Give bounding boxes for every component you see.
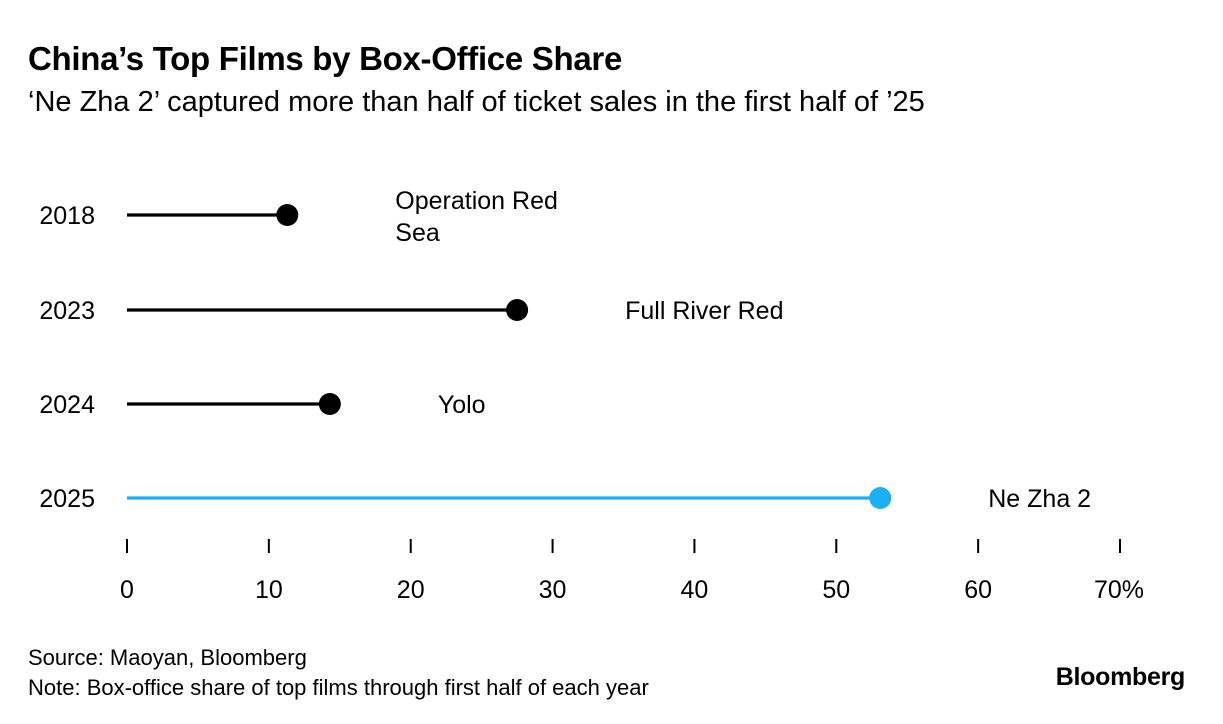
footnote: Note: Box-office share of top films thro… (28, 675, 649, 700)
bloomberg-logo: Bloomberg (1055, 663, 1186, 691)
category-label: 2025 (39, 485, 95, 513)
category-label: 2024 (39, 391, 95, 419)
chart-footer: Source: Maoyan, Bloomberg Note: Box-offi… (28, 643, 649, 703)
row-2018: 2018 Operation Red Sea (39, 187, 558, 247)
chart-title: China’s Top Films by Box-Office Share (28, 40, 623, 77)
category-label: 2018 (39, 202, 95, 230)
x-tick-label: 60 (964, 576, 992, 604)
x-tick-label: 30 (539, 576, 567, 604)
lollipop-dot (506, 299, 529, 321)
source-note: Source: Maoyan, Bloomberg (28, 645, 307, 670)
x-tick-label: 70% (1094, 576, 1144, 604)
x-tick-label: 40 (681, 576, 709, 604)
chart-subtitle: ‘Ne Zha 2’ captured more than half of ti… (28, 86, 925, 118)
x-tick-label: 0 (120, 576, 134, 604)
point-label: Ne Zha 2 (988, 485, 1091, 513)
lollipop-dot (276, 204, 299, 226)
point-label: Operation Red (395, 187, 558, 215)
row-2025: 2025 Ne Zha 2 (39, 485, 1091, 513)
x-tick-label: 10 (255, 576, 283, 604)
row-2024: 2024 Yolo (39, 391, 485, 419)
lollipop-dot (869, 487, 892, 509)
x-tick-label: 50 (822, 576, 850, 604)
x-tick-label: 20 (397, 576, 425, 604)
point-label: Sea (395, 219, 440, 247)
row-2023: 2023 Full River Red (39, 297, 783, 325)
point-label: Full River Red (625, 297, 783, 325)
x-axis: 0 10 20 30 40 50 60 70% (120, 539, 1144, 604)
category-label: 2023 (39, 297, 95, 325)
point-label: Yolo (438, 391, 486, 419)
lollipop-dot (318, 393, 341, 415)
